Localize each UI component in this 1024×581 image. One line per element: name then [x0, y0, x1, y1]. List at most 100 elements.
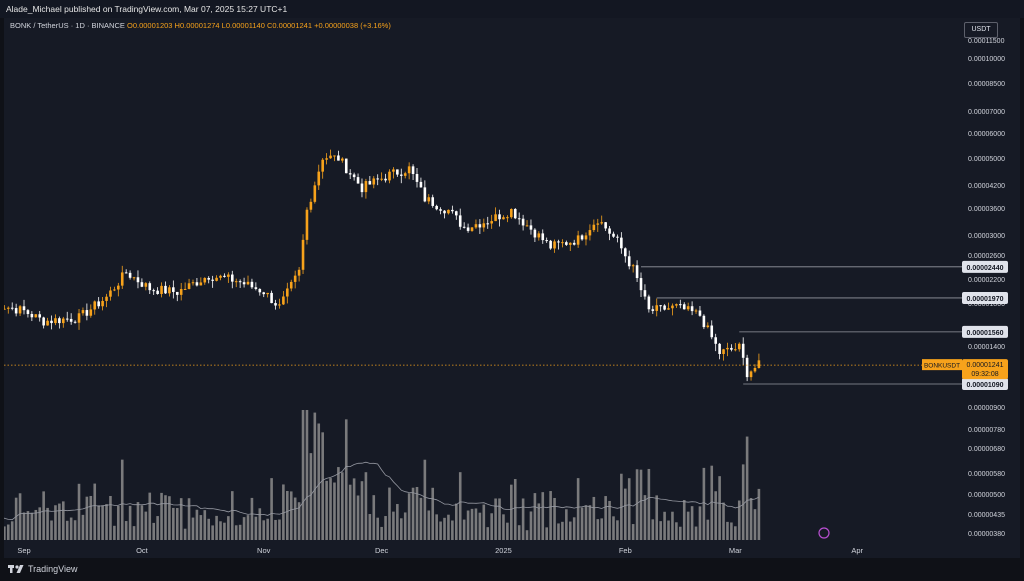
candle-body[interactable] — [498, 214, 501, 220]
candle-body[interactable] — [179, 289, 183, 295]
candle-body[interactable] — [85, 310, 89, 316]
candle-body[interactable] — [561, 242, 564, 244]
candle-body[interactable] — [694, 310, 698, 312]
candle-body[interactable] — [411, 166, 415, 174]
candle-body[interactable] — [506, 217, 509, 219]
candle-body[interactable] — [230, 274, 234, 282]
candle-body[interactable] — [745, 357, 749, 378]
candle-body[interactable] — [533, 229, 537, 238]
candle-body[interactable] — [293, 275, 297, 282]
candle-body[interactable] — [191, 282, 195, 284]
candle-body[interactable] — [537, 233, 541, 238]
candle-body[interactable] — [117, 285, 120, 290]
candle-body[interactable] — [317, 171, 321, 186]
candle-body[interactable] — [419, 181, 423, 188]
candle-body[interactable] — [753, 367, 757, 372]
candle-body[interactable] — [289, 281, 293, 289]
candle-body[interactable] — [470, 227, 474, 231]
candle-body[interactable] — [388, 171, 391, 181]
candle-body[interactable] — [128, 272, 132, 278]
candle-body[interactable] — [38, 314, 42, 318]
candle-body[interactable] — [541, 233, 545, 241]
candle-body[interactable] — [682, 304, 686, 310]
candle-body[interactable] — [466, 227, 470, 231]
candle-body[interactable] — [749, 371, 753, 378]
candle-body[interactable] — [423, 187, 427, 202]
candle-body[interactable] — [521, 218, 525, 226]
candle-body[interactable] — [651, 309, 655, 311]
candle-body[interactable] — [140, 282, 144, 287]
candle-body[interactable] — [46, 320, 49, 326]
candle-body[interactable] — [568, 242, 572, 245]
candle-body[interactable] — [172, 287, 175, 292]
candle-body[interactable] — [494, 214, 497, 222]
candle-body[interactable] — [54, 318, 57, 324]
candle-body[interactable] — [439, 209, 442, 211]
candle-body[interactable] — [580, 235, 584, 240]
candle-body[interactable] — [368, 181, 372, 185]
candle-body[interactable] — [474, 224, 478, 228]
candle-body[interactable] — [431, 197, 435, 206]
candle-body[interactable] — [207, 278, 211, 280]
candle-body[interactable] — [65, 318, 69, 320]
candle-body[interactable] — [730, 347, 733, 350]
candle-body[interactable] — [156, 290, 159, 294]
candle-body[interactable] — [297, 269, 301, 276]
candle-body[interactable] — [698, 310, 702, 316]
candle-body[interactable] — [572, 242, 576, 245]
candle-body[interactable] — [545, 240, 548, 242]
candle-body[interactable] — [553, 241, 556, 249]
candle-body[interactable] — [199, 282, 203, 286]
candle-body[interactable] — [380, 178, 383, 180]
candle-body[interactable] — [631, 265, 635, 267]
candle-body[interactable] — [97, 301, 100, 307]
candle-body[interactable] — [679, 304, 682, 306]
candle-body[interactable] — [447, 209, 450, 214]
candle-body[interactable] — [250, 281, 254, 288]
candle-body[interactable] — [22, 306, 26, 311]
candle-body[interactable] — [396, 169, 399, 175]
candle-body[interactable] — [89, 309, 93, 316]
candle-body[interactable] — [301, 239, 305, 270]
candle-body[interactable] — [10, 307, 14, 309]
candle-body[interactable] — [6, 307, 10, 309]
candle-body[interactable] — [643, 290, 647, 297]
candle-body[interactable] — [392, 169, 395, 172]
candle-body[interactable] — [337, 155, 340, 161]
candle-body[interactable] — [427, 197, 431, 202]
candle-body[interactable] — [183, 288, 187, 290]
candle-body[interactable] — [718, 343, 721, 355]
price-chart[interactable]: 0.00011500 0.00010000 0.00008500 0.00007000… — [4, 18, 1020, 558]
candle-body[interactable] — [144, 283, 148, 287]
candle-body[interactable] — [274, 303, 277, 306]
candle-body[interactable] — [321, 159, 324, 172]
candle-body[interactable] — [455, 211, 458, 216]
candle-body[interactable] — [588, 230, 592, 236]
candle-body[interactable] — [443, 210, 446, 214]
candle-body[interactable] — [278, 304, 281, 306]
candle-body[interactable] — [242, 282, 246, 285]
candle-body[interactable] — [486, 223, 490, 225]
candle-body[interactable] — [600, 222, 604, 224]
candle-body[interactable] — [722, 349, 725, 355]
candle-body[interactable] — [659, 305, 662, 307]
candle-body[interactable] — [329, 155, 332, 159]
candle-body[interactable] — [372, 178, 376, 185]
candle-body[interactable] — [132, 277, 136, 279]
candle-body[interactable] — [62, 318, 65, 324]
candle-body[interactable] — [348, 173, 352, 175]
candle-body[interactable] — [604, 222, 607, 229]
candle-body[interactable] — [612, 233, 615, 237]
candle-body[interactable] — [596, 223, 600, 225]
candle-body[interactable] — [203, 278, 207, 283]
candle-body[interactable] — [160, 285, 163, 294]
candle-body[interactable] — [333, 155, 336, 157]
candle-body[interactable] — [726, 347, 729, 350]
candle-body[interactable] — [584, 235, 588, 240]
candle-body[interactable] — [219, 275, 222, 278]
candle-body[interactable] — [211, 279, 214, 281]
candle-body[interactable] — [30, 313, 34, 318]
candle-body[interactable] — [710, 325, 714, 338]
candle-body[interactable] — [18, 306, 22, 314]
candle-body[interactable] — [399, 174, 403, 176]
